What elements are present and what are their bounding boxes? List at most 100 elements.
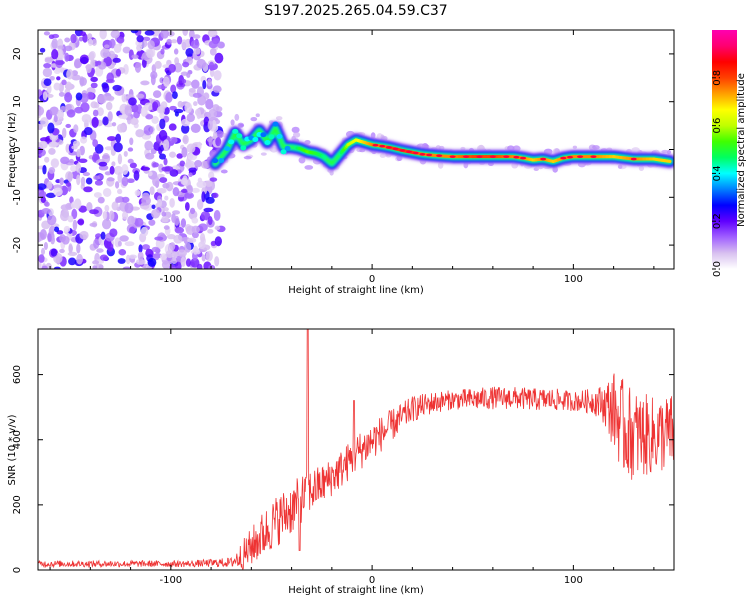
spectrogram-noise-blob: [181, 123, 190, 134]
spectrogram-noise-blob: [115, 197, 123, 203]
spectrogram-noise-blob: [46, 214, 57, 226]
spectrogram-noise-blob: [184, 102, 193, 114]
spectrogram-noise-blob: [160, 30, 169, 39]
spectrogram-noise-blob: [166, 234, 176, 240]
spectrogram-noise-blob: [53, 226, 60, 233]
spectrogram-noise-blob: [190, 123, 201, 134]
spectrogram-noise-blob: [111, 161, 116, 167]
spectrogram-noise-blob: [170, 136, 178, 144]
spectrogram-noise-blob: [95, 263, 104, 269]
spectrogram-noise-blob: [85, 63, 92, 74]
spectrogram-noise-blob: [61, 127, 67, 139]
spectrogram-noise-blob: [140, 226, 149, 237]
snr-x-ticks: -100 0 100: [49, 329, 655, 586]
spectrogram-noise-blob: [102, 210, 108, 220]
spectrogram-noise-blob: [184, 242, 192, 253]
spectrogram-noise-blob: [214, 236, 222, 247]
spectrogram-noise-blob: [89, 209, 99, 215]
spectrogram-noise-blob: [121, 164, 129, 176]
spectrogram-noise-blob: [180, 218, 187, 228]
spectrogram-noise-blob: [181, 146, 188, 158]
spectrogram-ridge-blob: [260, 132, 267, 138]
colorbar: 0.0 0.2 0.4 0.6 0.8 Normalized spectral ampl…: [712, 30, 747, 277]
spectrogram-noise-blob: [180, 256, 186, 268]
spectrogram-ridge-peak: [463, 155, 470, 158]
spectrogram-halo-blob: [238, 123, 244, 127]
spectrogram-noise-blob: [90, 67, 96, 75]
spectrogram-y-tick-label: -10: [12, 189, 23, 205]
spectrogram-noise-blob: [133, 170, 140, 181]
spectrogram-noise-blob: [191, 79, 200, 89]
snr-y-label: SNR (10 * v/v): [7, 414, 18, 485]
spectrogram-noise-blob: [188, 87, 196, 93]
spectrogram-halo-blob: [230, 119, 235, 126]
spectrogram-noise-blob: [129, 137, 134, 146]
spectrogram-y-tick-label: 10: [12, 95, 23, 108]
spectrogram-noise-blob: [94, 179, 103, 186]
snr-x-tick-label: -100: [159, 575, 182, 586]
spectrogram-noise-blob: [98, 161, 108, 167]
spectrogram-noise-blob: [41, 265, 48, 269]
spectrogram-x-ticks: -100 0 100: [49, 30, 655, 285]
spectrogram-halo-blob: [329, 170, 334, 176]
spectrogram-noise-blob: [74, 60, 81, 69]
spectrogram-ridge-peak: [392, 147, 399, 151]
spectrogram-noise-blob: [145, 248, 152, 254]
spectrogram-noise-blob: [82, 172, 90, 177]
spectrogram-noise-blob: [135, 129, 145, 138]
spectrogram-noise-blob: [208, 108, 218, 119]
spectrogram-noise-blob: [214, 52, 224, 64]
spectrogram-noise-blob: [71, 145, 78, 150]
spectrogram-noise-blob: [110, 30, 121, 39]
colorbar-ticks: 0.0 0.2 0.4 0.6 0.8: [712, 70, 723, 277]
spectrogram-noise-blob: [152, 162, 159, 168]
spectrogram-noise-blob: [129, 226, 136, 234]
spectrogram-halo-blob: [661, 149, 669, 154]
snr-y-tick-label: 400: [12, 430, 23, 449]
spectrogram-noise-blob: [188, 172, 193, 177]
spectrogram-noise-blob: [121, 176, 129, 187]
snr-x-label: Height of straight line (km): [288, 585, 424, 596]
spectrogram-noise-blob: [80, 31, 87, 37]
spectrogram-noise-blob: [138, 244, 143, 253]
spectrogram-halo-blob: [291, 126, 300, 134]
spectrogram-noise-blob: [180, 177, 188, 186]
spectrogram-noise-blob: [170, 84, 177, 94]
spectrogram-noise-blob: [50, 158, 60, 168]
spectrogram-noise-blob: [67, 251, 78, 257]
spectrogram-noise-blob: [169, 197, 175, 208]
spectrogram-noise-blob: [156, 187, 167, 194]
spectrogram-noise-blob: [76, 149, 81, 158]
spectrogram-x-tick-label: 0: [369, 274, 375, 285]
spectrogram-noise-blob: [123, 150, 128, 157]
spectrogram-noise-blob: [182, 61, 190, 68]
spectrogram-noise-blob: [64, 37, 71, 43]
spectrogram-noise-blob: [151, 204, 156, 210]
spectrogram-noise-blob: [60, 156, 70, 165]
spectrogram-noise-blob: [170, 256, 178, 265]
spectrogram-noise-blob: [40, 117, 49, 127]
spectrogram-noise-blob: [68, 243, 73, 254]
spectrogram-halo-blob: [255, 113, 260, 118]
spectrogram-noise-blob: [71, 74, 81, 81]
spectrogram-noise-blob: [61, 208, 69, 218]
spectrogram-noise-blob: [57, 109, 64, 120]
spectrogram-y-tick-label: 20: [12, 48, 23, 61]
spectrogram-noise-blob: [124, 241, 135, 247]
spectrogram-noise-blob: [169, 242, 176, 251]
spectrogram-noise-blob: [165, 92, 173, 103]
spectrogram-noise-blob: [151, 246, 160, 253]
colorbar-gradient: [712, 30, 737, 269]
spectrogram-noise-blob: [97, 94, 107, 104]
spectrogram-noise-blob: [99, 254, 109, 261]
spectrogram-noise-blob: [203, 92, 210, 100]
spectrogram-noise-blob: [41, 207, 51, 214]
spectrogram-noise-blob: [163, 225, 170, 230]
snr-x-tick-label: 0: [369, 575, 375, 586]
spectrogram-noise-blob: [196, 108, 202, 120]
spectrogram-noise-blob: [63, 225, 71, 233]
spectrogram-noise-blob: [146, 49, 154, 59]
spectrogram-noise-blob: [90, 82, 98, 89]
spectrogram-ridge-peak: [399, 149, 406, 152]
